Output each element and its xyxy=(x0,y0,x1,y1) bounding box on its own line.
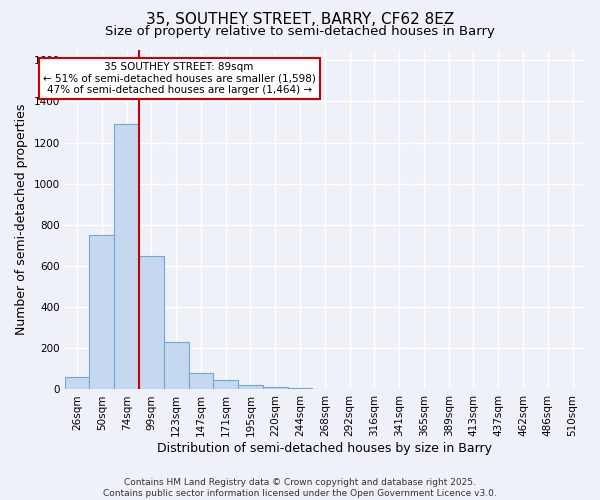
Text: 35 SOUTHEY STREET: 89sqm
← 51% of semi-detached houses are smaller (1,598)
47% o: 35 SOUTHEY STREET: 89sqm ← 51% of semi-d… xyxy=(43,62,316,95)
Text: Contains HM Land Registry data © Crown copyright and database right 2025.
Contai: Contains HM Land Registry data © Crown c… xyxy=(103,478,497,498)
Text: 35, SOUTHEY STREET, BARRY, CF62 8EZ: 35, SOUTHEY STREET, BARRY, CF62 8EZ xyxy=(146,12,454,28)
Bar xyxy=(65,377,89,390)
Bar xyxy=(89,235,114,390)
X-axis label: Distribution of semi-detached houses by size in Barry: Distribution of semi-detached houses by … xyxy=(157,442,493,455)
Bar xyxy=(164,342,188,390)
Bar xyxy=(287,388,313,390)
Bar xyxy=(263,388,287,390)
Bar xyxy=(238,386,263,390)
Bar xyxy=(214,380,238,390)
Bar xyxy=(114,124,139,390)
Bar xyxy=(188,373,214,390)
Text: Size of property relative to semi-detached houses in Barry: Size of property relative to semi-detach… xyxy=(105,25,495,38)
Y-axis label: Number of semi-detached properties: Number of semi-detached properties xyxy=(15,104,28,336)
Bar xyxy=(139,256,164,390)
